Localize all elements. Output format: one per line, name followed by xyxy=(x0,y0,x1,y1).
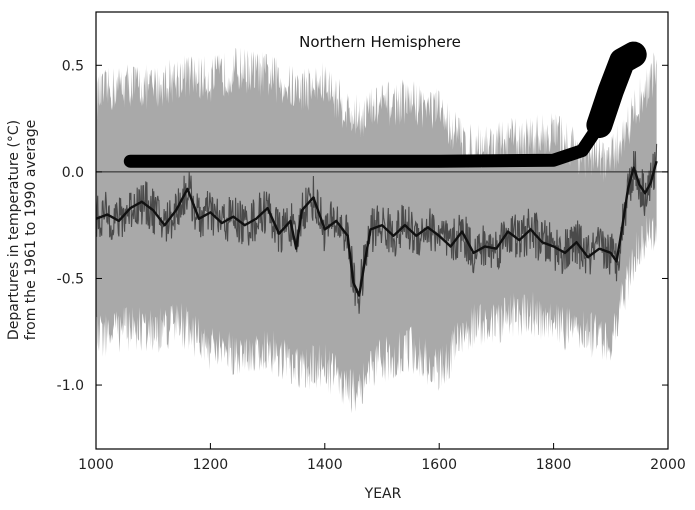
smoothed-series-line xyxy=(95,160,658,297)
hockey-stick-upturn xyxy=(586,41,647,138)
x-tick-label: 1400 xyxy=(307,457,343,473)
x-tick-label: 1200 xyxy=(193,457,229,473)
x-tick-label: 1800 xyxy=(536,457,572,473)
x-tick-label: 1000 xyxy=(78,457,114,473)
x-axis-title: YEAR xyxy=(364,486,402,502)
plot-frame xyxy=(95,11,669,450)
x-tick-label: 1600 xyxy=(421,457,457,473)
chart-title: Northern Hemisphere xyxy=(299,33,461,51)
y-tick-label: -0.5 xyxy=(57,271,84,287)
y-tick-label: 0.0 xyxy=(62,165,84,181)
y-axis-title-line1: Departures in temperature (°C) xyxy=(6,120,22,340)
y-tick-label: 0.5 xyxy=(62,58,84,74)
y-tick-label: -1.0 xyxy=(57,378,84,394)
y-axis-title-line2: from the 1961 to 1990 average xyxy=(23,120,39,340)
x-tick-label: 2000 xyxy=(650,457,686,473)
